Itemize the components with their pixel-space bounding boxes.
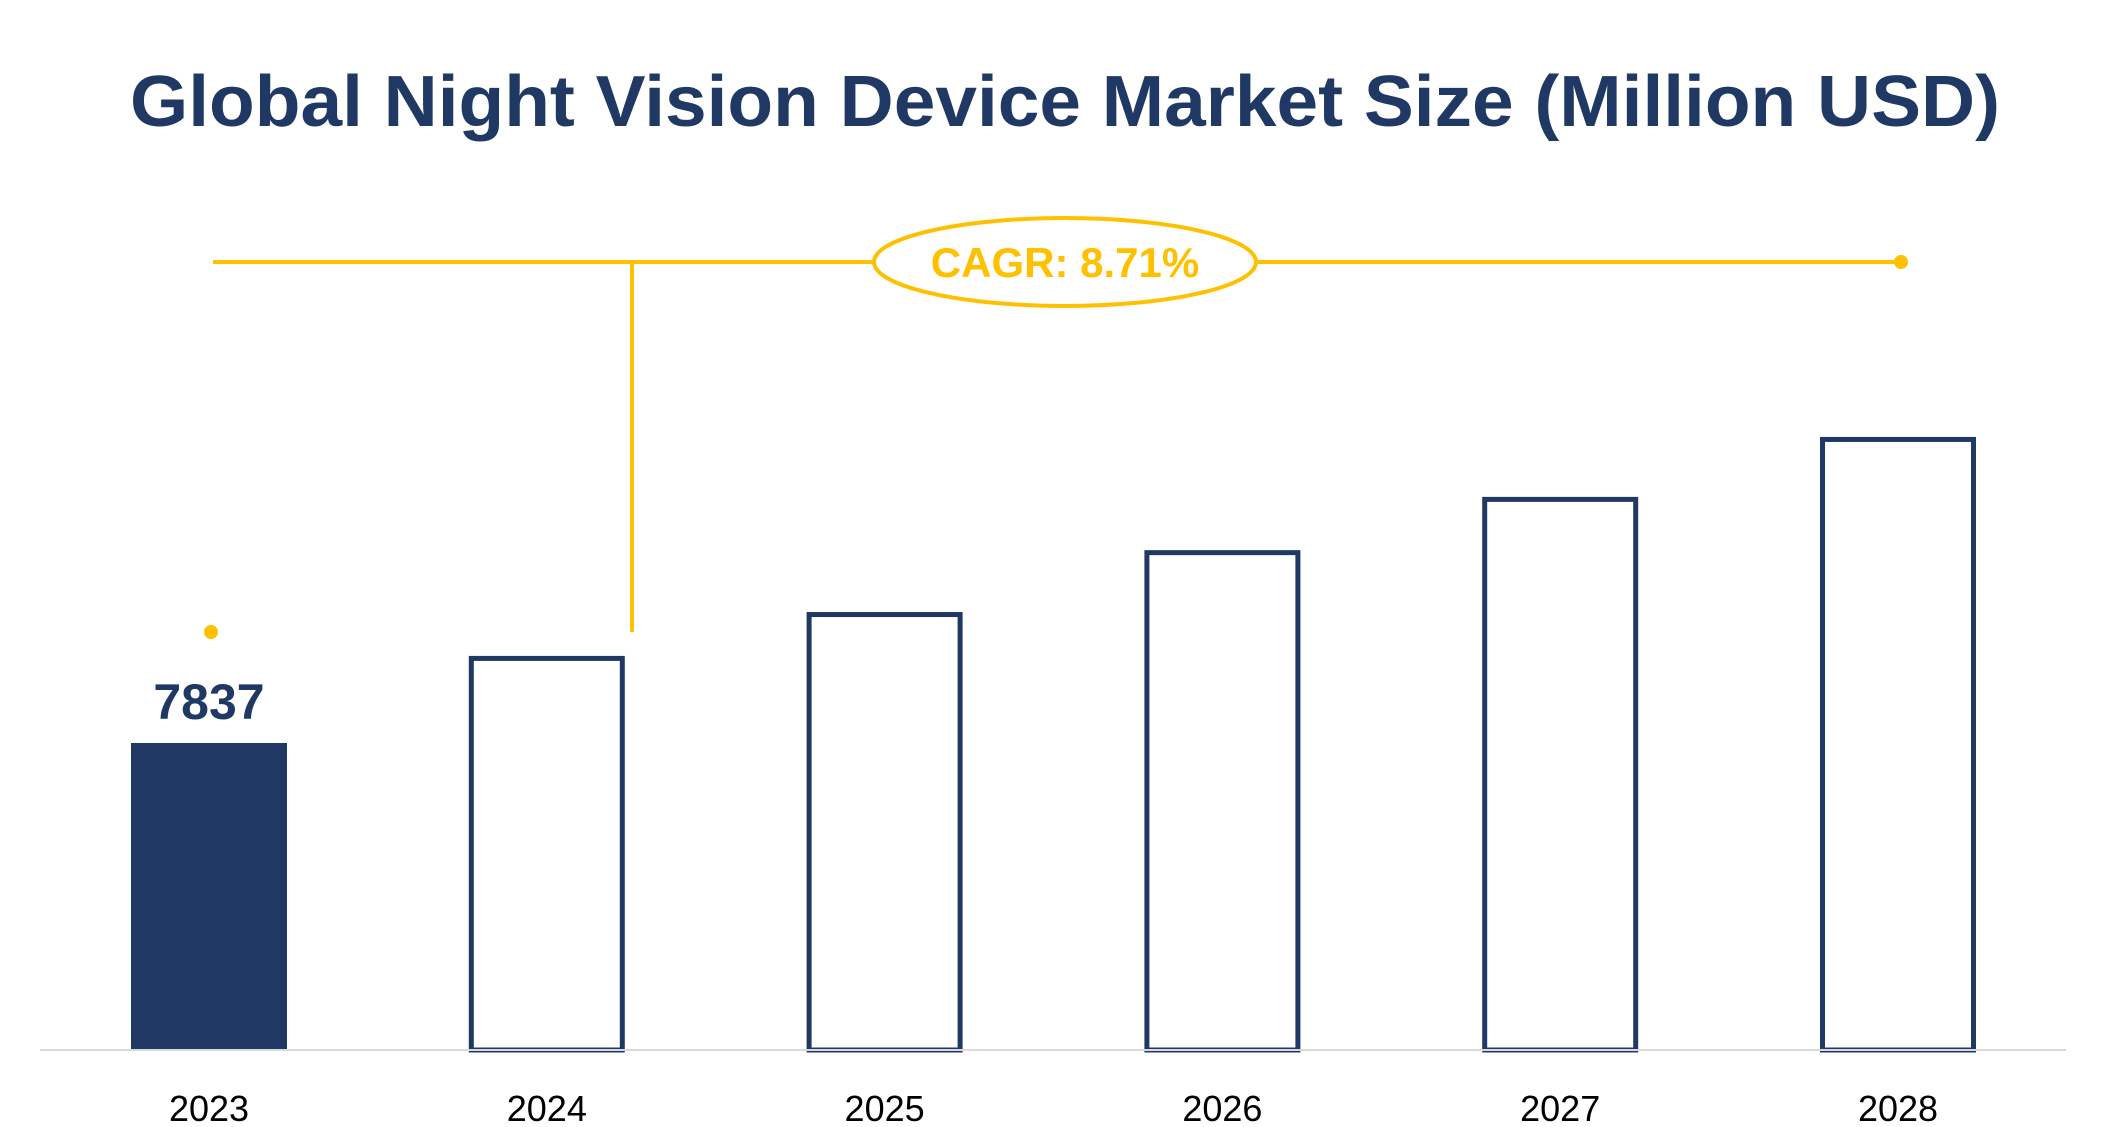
cagr-ellipse	[872, 216, 1258, 308]
x-tick-label-2023: 2023	[169, 1088, 249, 1127]
x-tick-label-2027: 2027	[1520, 1088, 1600, 1127]
x-tick-label-2026: 2026	[1182, 1088, 1262, 1127]
x-tick-label-2025: 2025	[845, 1088, 925, 1127]
bars: 7837	[131, 436, 1976, 1053]
bar-2025	[806, 612, 963, 1053]
x-tick-label-2024: 2024	[507, 1088, 587, 1127]
cagr-label: CAGR: 8.71%	[931, 239, 1199, 286]
bar-2024	[468, 655, 625, 1053]
bar-2028	[1820, 436, 1976, 1053]
bar-2026	[1144, 550, 1301, 1053]
x-tick-label-2028: 2028	[1858, 1088, 1938, 1127]
bar-2027	[1482, 496, 1639, 1053]
data-label-2023: 7837	[153, 674, 264, 730]
bar-2023	[131, 743, 287, 1050]
cagr-annotation: CAGR: 8.71%	[204, 216, 1908, 639]
cagr-start-dot	[204, 625, 218, 639]
cagr-bracket-line	[213, 260, 634, 632]
x-tick-labels: 2023 2024 2025 2026 2027 2028	[169, 1088, 1938, 1127]
cagr-end-dot	[1894, 255, 1908, 269]
chart-title: Global Night Vision Device Market Size (…	[130, 62, 2000, 142]
